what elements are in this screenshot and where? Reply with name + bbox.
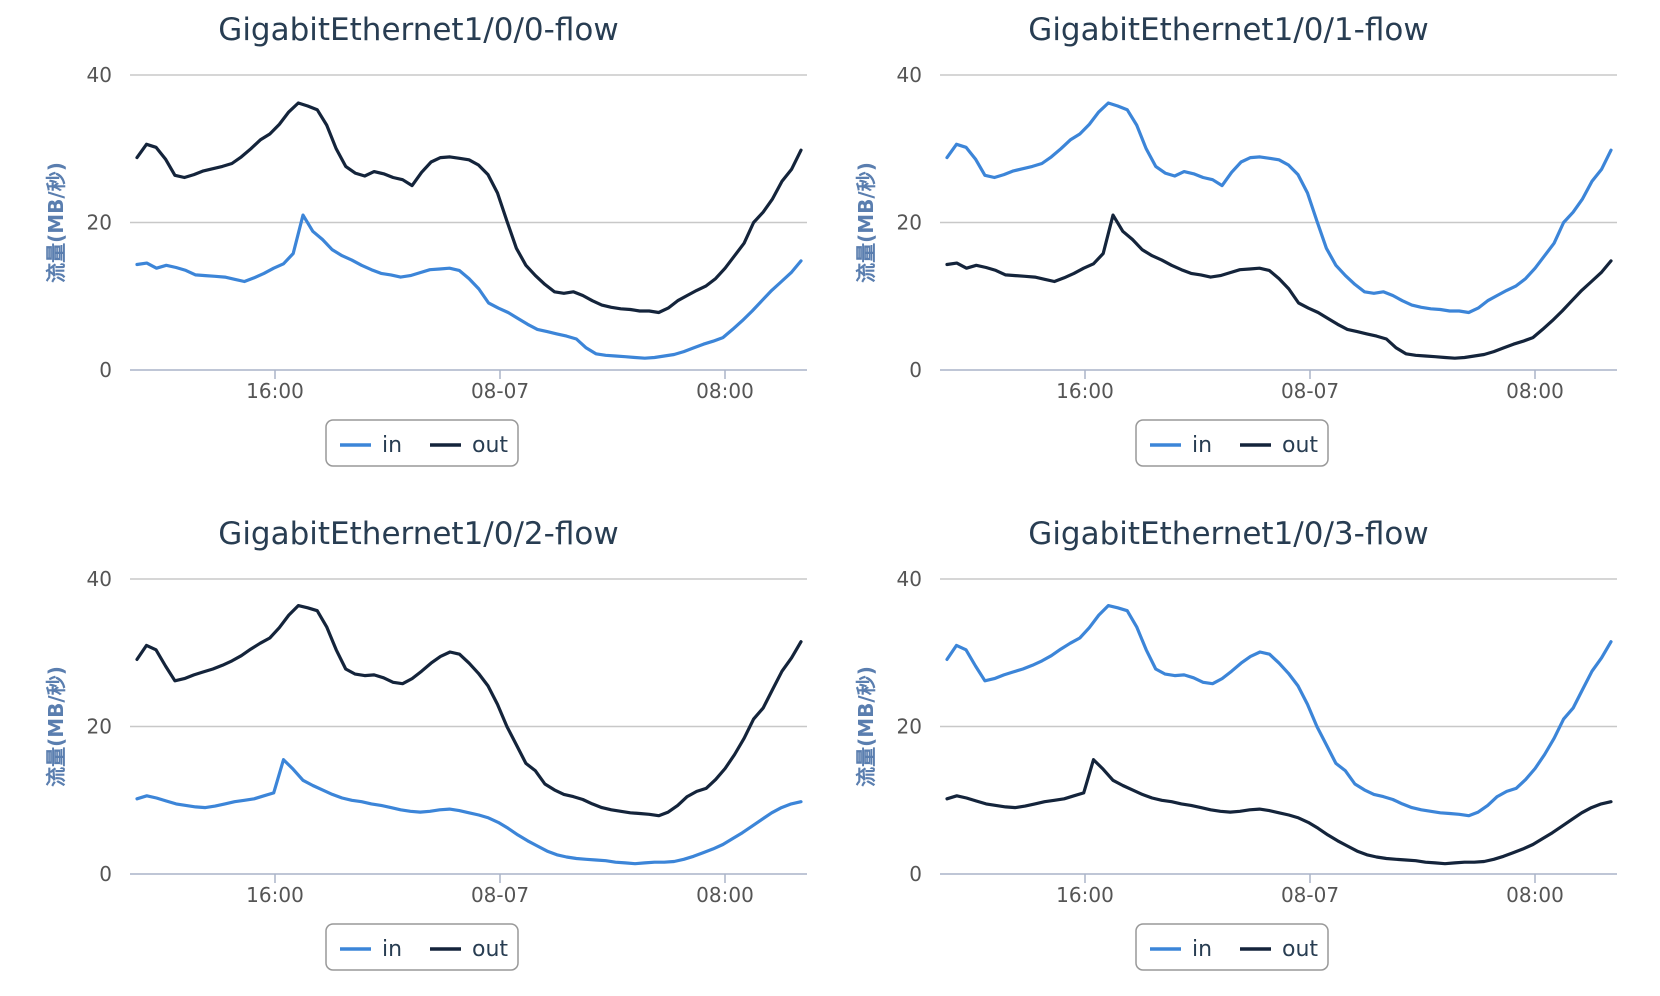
chart-panel: GigabitEthernet1/0/0-flow 流量(MB/秒) 0 20 40 16…	[0, 0, 830, 492]
y-tick-label: 40	[87, 63, 112, 87]
legend[interactable]: in out	[325, 923, 519, 971]
y-tick-label: 20	[87, 211, 112, 235]
legend-item-out[interactable]: out	[1240, 433, 1318, 458]
y-tick-label: 20	[897, 211, 922, 235]
legend-item-out[interactable]: out	[1240, 937, 1318, 962]
y-tick-label: 0	[909, 862, 922, 886]
legend-label: in	[1192, 433, 1212, 458]
chart-svg: GigabitEthernet1/0/3-flow 流量(MB/秒) 0 20 40 16…	[854, 516, 1617, 971]
x-tick-label: 08:00	[696, 883, 754, 907]
chart-title: GigabitEthernet1/0/1-flow	[1028, 12, 1428, 48]
legend-label: out	[472, 433, 508, 458]
legend-label: out	[472, 937, 508, 962]
chart-svg: GigabitEthernet1/0/0-flow 流量(MB/秒) 0 20 40 16…	[44, 12, 807, 467]
x-tick-label: 08-07	[471, 379, 529, 403]
y-axis-label: 流量(MB/秒)	[44, 162, 68, 283]
x-tick-label: 08-07	[1281, 379, 1339, 403]
legend[interactable]: in out	[1135, 923, 1329, 971]
y-tick-label: 40	[87, 567, 112, 591]
x-tick-label: 08:00	[696, 379, 754, 403]
legend-item-in[interactable]: in	[1150, 937, 1212, 962]
series-line-in	[135, 758, 803, 866]
legend-item-in[interactable]: in	[340, 433, 402, 458]
y-tick-label: 0	[99, 862, 112, 886]
y-tick-label: 20	[87, 715, 112, 739]
series-line-out	[135, 603, 803, 818]
series-line-out	[135, 101, 803, 315]
y-tick-label: 0	[99, 358, 112, 382]
legend-label: in	[1192, 937, 1212, 962]
chart-panel: GigabitEthernet1/0/3-flow 流量(MB/秒) 0 20 40 16…	[810, 504, 1640, 996]
series-line-out	[945, 213, 1613, 360]
chart-title: GigabitEthernet1/0/2-flow	[218, 516, 618, 552]
legend-label: in	[382, 433, 402, 458]
x-tick-label: 16:00	[1056, 379, 1114, 403]
legend-item-in[interactable]: in	[1150, 433, 1212, 458]
x-tick-label: 16:00	[1056, 883, 1114, 907]
y-axis-label: 流量(MB/秒)	[854, 162, 878, 283]
chart-title: GigabitEthernet1/0/3-flow	[1028, 516, 1428, 552]
x-tick-label: 08-07	[471, 883, 529, 907]
y-tick-label: 20	[897, 715, 922, 739]
series-line-in	[945, 603, 1613, 818]
x-tick-label: 16:00	[246, 883, 304, 907]
chart-title: GigabitEthernet1/0/0-flow	[218, 12, 618, 48]
legend[interactable]: in out	[325, 419, 519, 467]
series-line-in	[945, 101, 1613, 315]
x-tick-label: 08-07	[1281, 883, 1339, 907]
y-tick-label: 0	[909, 358, 922, 382]
x-tick-label: 08:00	[1506, 379, 1564, 403]
legend-label: in	[382, 937, 402, 962]
legend-label: out	[1282, 433, 1318, 458]
chart-svg: GigabitEthernet1/0/2-flow 流量(MB/秒) 0 20 40 16…	[44, 516, 807, 971]
series-line-out	[945, 758, 1613, 866]
chart-svg: GigabitEthernet1/0/1-flow 流量(MB/秒) 0 20 40 16…	[854, 12, 1617, 467]
y-tick-label: 40	[897, 567, 922, 591]
y-tick-label: 40	[897, 63, 922, 87]
x-tick-label: 08:00	[1506, 883, 1564, 907]
legend-label: out	[1282, 937, 1318, 962]
chart-panel: GigabitEthernet1/0/1-flow 流量(MB/秒) 0 20 40 16…	[810, 0, 1640, 492]
y-axis-label: 流量(MB/秒)	[44, 666, 68, 787]
chart-panel: GigabitEthernet1/0/2-flow 流量(MB/秒) 0 20 40 16…	[0, 504, 830, 996]
series-line-in	[135, 213, 803, 360]
x-tick-label: 16:00	[246, 379, 304, 403]
legend[interactable]: in out	[1135, 419, 1329, 467]
legend-item-out[interactable]: out	[430, 433, 508, 458]
y-axis-label: 流量(MB/秒)	[854, 666, 878, 787]
legend-item-out[interactable]: out	[430, 937, 508, 962]
legend-item-in[interactable]: in	[340, 937, 402, 962]
